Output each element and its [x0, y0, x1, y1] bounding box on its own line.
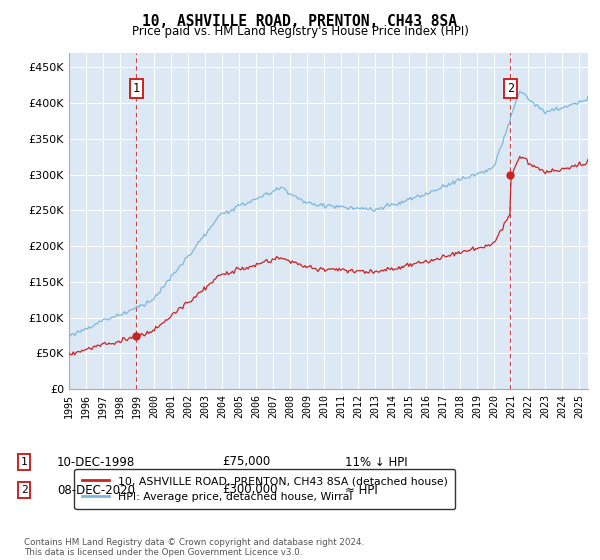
Text: Price paid vs. HM Land Registry's House Price Index (HPI): Price paid vs. HM Land Registry's House …: [131, 25, 469, 38]
Text: £300,000: £300,000: [222, 483, 277, 497]
Text: 2: 2: [506, 82, 514, 95]
Text: 10, ASHVILLE ROAD, PRENTON, CH43 8SA: 10, ASHVILLE ROAD, PRENTON, CH43 8SA: [143, 14, 458, 29]
Text: 1: 1: [20, 457, 28, 467]
Text: 08-DEC-2020: 08-DEC-2020: [57, 483, 135, 497]
Text: 11% ↓ HPI: 11% ↓ HPI: [345, 455, 407, 469]
Text: Contains HM Land Registry data © Crown copyright and database right 2024.
This d: Contains HM Land Registry data © Crown c…: [24, 538, 364, 557]
Text: 2: 2: [20, 485, 28, 495]
Legend: 10, ASHVILLE ROAD, PRENTON, CH43 8SA (detached house), HPI: Average price, detac: 10, ASHVILLE ROAD, PRENTON, CH43 8SA (de…: [74, 469, 455, 509]
Text: 10-DEC-1998: 10-DEC-1998: [57, 455, 135, 469]
Text: ≈ HPI: ≈ HPI: [345, 483, 378, 497]
Text: 1: 1: [133, 82, 140, 95]
Text: £75,000: £75,000: [222, 455, 270, 469]
